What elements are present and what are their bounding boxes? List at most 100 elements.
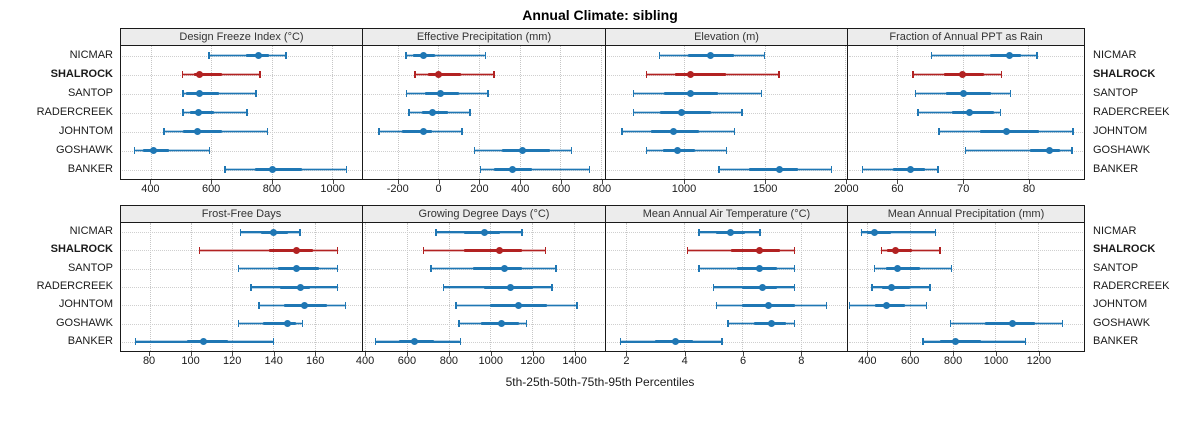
whisker-cap <box>793 283 796 291</box>
median-dot <box>759 283 767 291</box>
whisker-cap <box>1061 320 1064 328</box>
panel-title: Growing Degree Days (°C) <box>363 206 605 223</box>
whisker-cap <box>374 338 377 346</box>
whisker-cap <box>259 71 261 78</box>
whisker-cap <box>698 265 700 273</box>
panel-title: Design Freeze Index (°C) <box>121 29 362 46</box>
station-label-santop: SANTOP <box>67 261 113 274</box>
median-dot <box>269 228 277 236</box>
range-line <box>134 149 210 152</box>
tick-label: 1200 <box>520 355 545 367</box>
iqr-bar <box>463 248 522 252</box>
station-label-radercreek: RADERCREEK <box>1093 105 1170 118</box>
panel-column: Frost-Free Days 80 100 120 140 160 <box>120 205 363 368</box>
whisker-cap <box>793 246 796 254</box>
h-gridline <box>607 323 846 325</box>
tick-mark <box>490 352 492 356</box>
lattice-grid: NICMAR SHALROCK SANTOP RADERCREEK JOHNTOM GOS… <box>0 24 1200 368</box>
whisker-cap <box>285 52 287 59</box>
tick-label: 400 <box>355 355 375 367</box>
whisker-cap <box>938 128 940 135</box>
whisker-cap <box>344 301 347 309</box>
station-label-johntom: JOHNTOM <box>58 124 113 137</box>
whisker-cap <box>1000 71 1003 78</box>
whisker-cap <box>1072 128 1074 135</box>
whisker-cap <box>698 228 700 236</box>
whisker-cap <box>237 265 240 273</box>
panel-column: Growing Degree Days (°C) 400 600 800 1000 120… <box>356 205 606 368</box>
median-dot <box>194 109 202 116</box>
tick-mark <box>438 180 440 184</box>
iqr-bar <box>730 248 781 252</box>
h-gridline <box>849 287 1083 288</box>
whisker-cap <box>645 147 648 154</box>
iqr-bar <box>502 149 551 152</box>
iqr-bar <box>945 92 991 95</box>
tick-label: 80 <box>1022 183 1036 195</box>
station-label-banker: BANKER <box>1093 334 1139 347</box>
station-label-santop: SANTOP <box>67 86 113 99</box>
whisker-cap <box>469 109 471 116</box>
iqr-bar <box>749 168 799 171</box>
station-label-banker: BANKER <box>1093 162 1139 175</box>
median-dot <box>420 128 428 135</box>
median-dot <box>894 265 902 273</box>
median-dot <box>196 71 204 78</box>
tick-label: 80 <box>142 355 156 367</box>
whisker-cap <box>588 166 591 173</box>
median-dot <box>501 265 509 273</box>
range-line <box>182 111 247 114</box>
tick-mark <box>953 352 955 356</box>
iqr-bar <box>402 130 432 133</box>
h-gridline <box>849 232 1083 234</box>
tick-mark <box>532 352 534 356</box>
h-gridline <box>849 250 1083 252</box>
station-label-shalrock: SHALROCK <box>1093 243 1156 256</box>
whisker-cap <box>725 147 728 154</box>
panel-column: Effective Precipitation (mm) -200 0 200 400 6… <box>362 28 611 196</box>
station-label-shalrock: SHALROCK <box>1093 67 1156 80</box>
panel-title: Fraction of Annual PPT as Rain <box>848 29 1084 46</box>
tick-mark <box>149 352 151 356</box>
whisker-cap <box>208 147 211 154</box>
lattice-row-1: NICMAR SHALROCK SANTOP RADERCREEK JOHNTOM GOS… <box>0 28 1200 196</box>
x-axis: 1000 1500 2000 <box>606 180 859 196</box>
iqr-bar <box>193 73 223 76</box>
whisker-cap <box>645 71 648 78</box>
whisker-cap <box>917 109 919 116</box>
tick-label: 800 <box>262 183 282 195</box>
tick-mark <box>406 352 408 356</box>
tick-label: 400 <box>511 183 530 195</box>
station-label-radercreek: RADERCREEK <box>1093 279 1170 292</box>
whisker-cap <box>778 71 780 78</box>
median-dot <box>296 283 304 291</box>
range-line <box>965 149 1073 152</box>
whisker-cap <box>272 338 275 346</box>
panel-title: Effective Precipitation (mm) <box>363 29 605 46</box>
tick-label: 800 <box>592 183 612 195</box>
iqr-bar <box>473 267 522 271</box>
whisker-cap <box>133 147 136 154</box>
tick-label: 60 <box>891 183 904 195</box>
tick-mark <box>1029 180 1031 184</box>
h-gridline <box>849 169 1083 171</box>
whisker-cap <box>632 90 635 97</box>
whisker-cap <box>414 71 416 78</box>
station-label-santop: SANTOP <box>1093 86 1139 99</box>
range-line <box>931 54 1037 57</box>
whisker-cap <box>760 90 763 97</box>
panel-design-freeze-index-c-: Design Freeze Index (°C) <box>120 28 363 180</box>
x-axis: 400 600 800 1000 <box>120 180 363 196</box>
iqr-bar <box>189 111 214 114</box>
panel-column: Mean Annual Air Temperature (°C) 2 4 6 8 <box>605 205 848 368</box>
whisker-cap <box>1024 338 1027 346</box>
whisker-cap <box>182 109 184 116</box>
tick-mark <box>743 352 745 356</box>
station-label-shalrock: SHALROCK <box>50 243 113 256</box>
iqr-bar <box>885 267 920 271</box>
panel-mean-annual-air-temperature-c-: Mean Annual Air Temperature (°C) <box>605 205 848 352</box>
tick-mark <box>150 180 152 184</box>
x-axis: -200 0 200 400 600 800 <box>363 180 611 196</box>
median-dot <box>495 246 503 254</box>
whisker-cap <box>551 283 553 291</box>
